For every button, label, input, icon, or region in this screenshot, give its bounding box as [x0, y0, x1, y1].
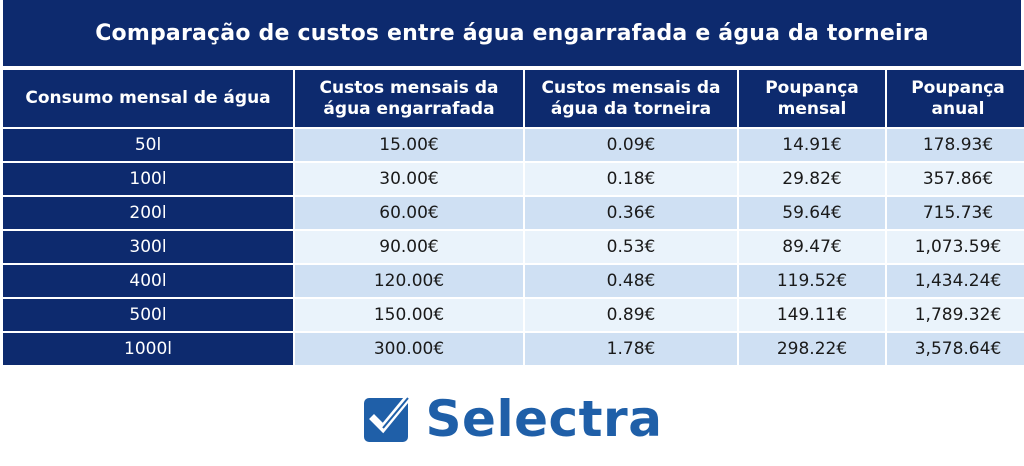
cell-annual-savings: 715.73€	[887, 197, 1024, 229]
cell-consumption: 50l	[3, 129, 293, 161]
cell-consumption: 100l	[3, 163, 293, 195]
table-row: 300l 90.00€ 0.53€ 89.47€ 1,073.59€	[3, 231, 1024, 263]
table-row: 400l 120.00€ 0.48€ 119.52€ 1,434.24€	[3, 265, 1024, 297]
cell-tap-cost: 0.09€	[525, 129, 737, 161]
logo-wordmark: Selectra	[425, 390, 663, 448]
cell-bottled-cost: 150.00€	[295, 299, 523, 331]
cell-consumption: 400l	[3, 265, 293, 297]
table-row: 500l 150.00€ 0.89€ 149.11€ 1,789.32€	[3, 299, 1024, 331]
cell-annual-savings: 1,434.24€	[887, 265, 1024, 297]
table-row: 1000l 300.00€ 1.78€ 298.22€ 3,578.64€	[3, 333, 1024, 365]
cell-annual-savings: 1,789.32€	[887, 299, 1024, 331]
table-title: Comparação de custos entre água engarraf…	[3, 0, 1021, 66]
checkmark-box-icon	[363, 395, 411, 442]
cell-bottled-cost: 90.00€	[295, 231, 523, 263]
cell-bottled-cost: 15.00€	[295, 129, 523, 161]
cell-annual-savings: 1,073.59€	[887, 231, 1024, 263]
cell-bottled-cost: 120.00€	[295, 265, 523, 297]
header-bottled-cost: Custos mensais da água engarrafada	[295, 70, 523, 127]
selectra-logo: Selectra	[0, 384, 1024, 454]
cell-bottled-cost: 60.00€	[295, 197, 523, 229]
table-row: 50l 15.00€ 0.09€ 14.91€ 178.93€	[3, 129, 1024, 161]
cell-tap-cost: 1.78€	[525, 333, 737, 365]
header-tap-cost: Custos mensais da água da torneira	[525, 70, 737, 127]
cell-tap-cost: 0.53€	[525, 231, 737, 263]
cell-bottled-cost: 30.00€	[295, 163, 523, 195]
table-body: 50l 15.00€ 0.09€ 14.91€ 178.93€ 100l 30.…	[3, 129, 1024, 365]
cell-monthly-savings: 149.11€	[739, 299, 885, 331]
cell-monthly-savings: 89.47€	[739, 231, 885, 263]
cell-annual-savings: 3,578.64€	[887, 333, 1024, 365]
cell-annual-savings: 357.86€	[887, 163, 1024, 195]
cell-consumption: 500l	[3, 299, 293, 331]
header-row: Consumo mensal de água Custos mensais da…	[3, 70, 1024, 127]
cell-monthly-savings: 14.91€	[739, 129, 885, 161]
cell-consumption: 200l	[3, 197, 293, 229]
cell-tap-cost: 0.89€	[525, 299, 737, 331]
cell-monthly-savings: 298.22€	[739, 333, 885, 365]
header-annual-savings: Poupança anual	[887, 70, 1024, 127]
cell-bottled-cost: 300.00€	[295, 333, 523, 365]
cell-tap-cost: 0.48€	[525, 265, 737, 297]
cell-monthly-savings: 59.64€	[739, 197, 885, 229]
cell-tap-cost: 0.36€	[525, 197, 737, 229]
header-consumption: Consumo mensal de água	[3, 70, 293, 127]
cost-comparison-table: Consumo mensal de água Custos mensais da…	[1, 68, 1024, 367]
cell-annual-savings: 178.93€	[887, 129, 1024, 161]
header-monthly-savings: Poupança mensal	[739, 70, 885, 127]
cell-monthly-savings: 29.82€	[739, 163, 885, 195]
cell-consumption: 1000l	[3, 333, 293, 365]
cell-tap-cost: 0.18€	[525, 163, 737, 195]
table-row: 200l 60.00€ 0.36€ 59.64€ 715.73€	[3, 197, 1024, 229]
table-row: 100l 30.00€ 0.18€ 29.82€ 357.86€	[3, 163, 1024, 195]
cell-consumption: 300l	[3, 231, 293, 263]
cell-monthly-savings: 119.52€	[739, 265, 885, 297]
